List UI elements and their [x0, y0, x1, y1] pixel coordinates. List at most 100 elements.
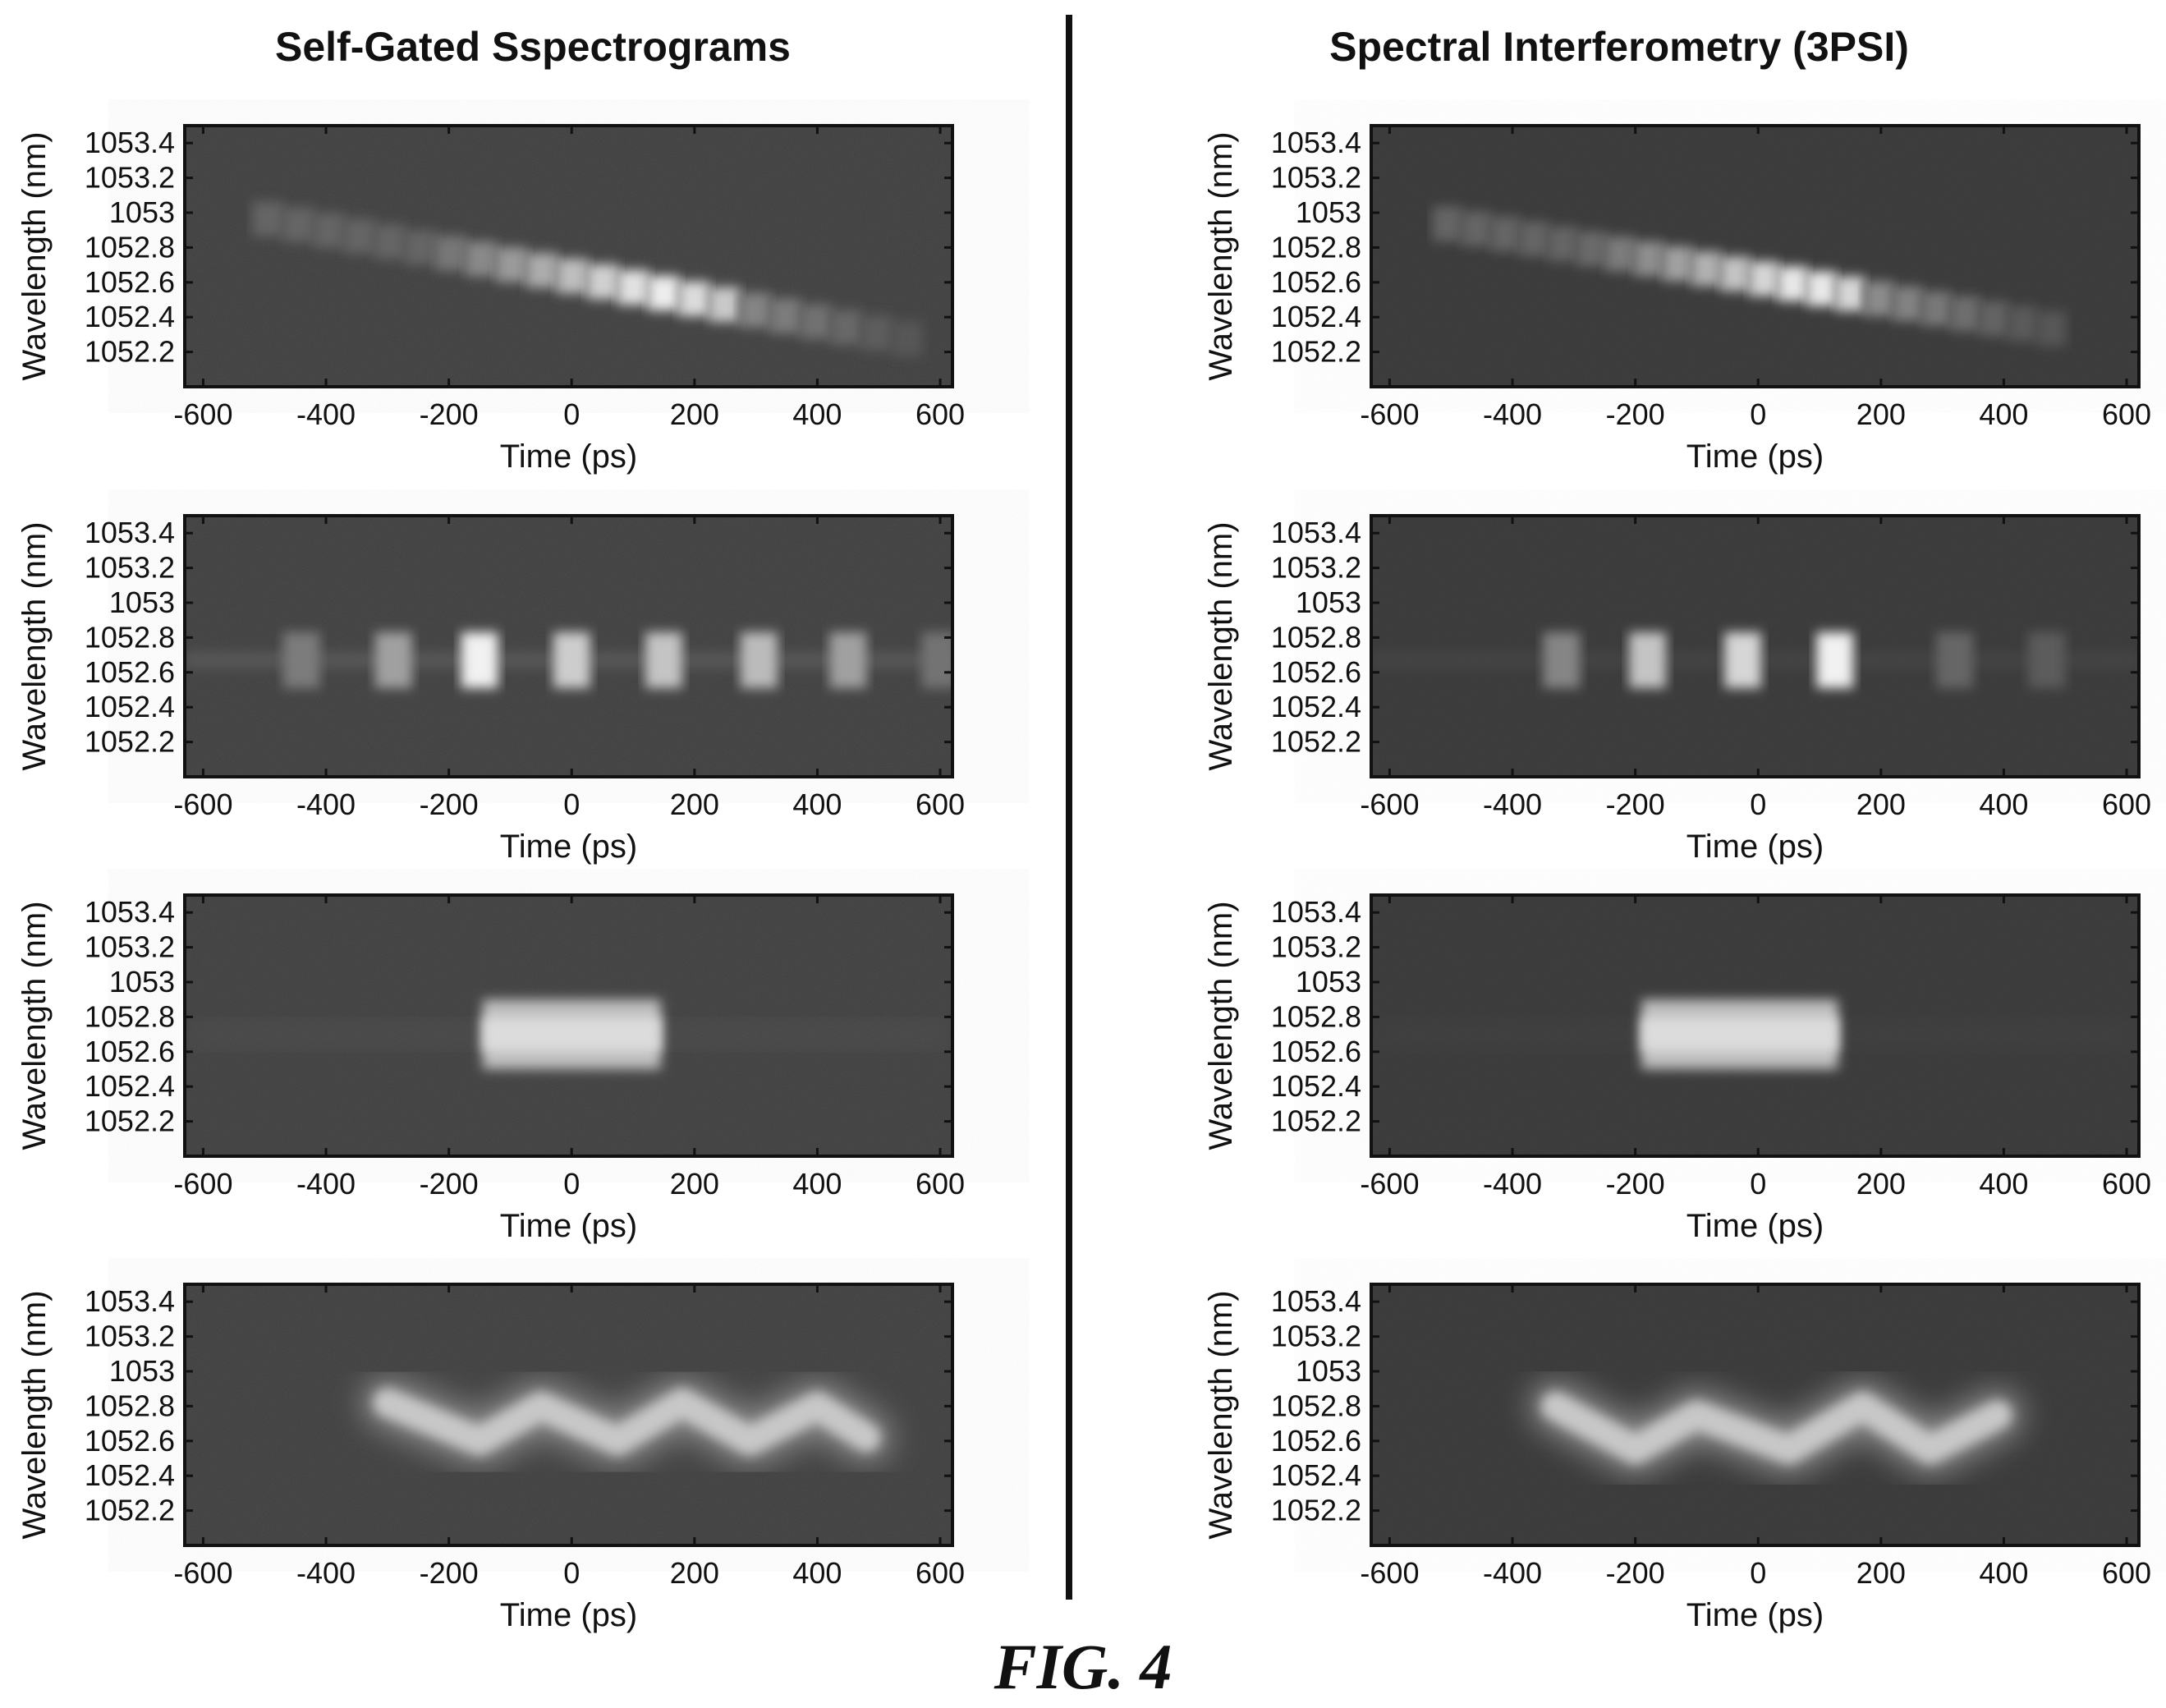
spectral-interferometry-row4-ytick-label: 1053.4	[1271, 1284, 1361, 1318]
self-gated-row4-ytick-label: 1053.4	[85, 1284, 175, 1318]
self-gated-row1-frame	[183, 124, 954, 388]
spectral-interferometry-row1-xtick-label: -200	[1606, 397, 1665, 431]
self-gated-row1-trace-segment	[617, 269, 649, 305]
spectral-interferometry-row1-ytick-label: 1053.4	[1271, 126, 1361, 159]
spectral-interferometry-row4-ytick-label: 1052.4	[1271, 1458, 1361, 1492]
spectral-interferometry-row3-ytick-label: 1053.2	[1271, 930, 1361, 964]
self-gated-row2-xtick-label: -200	[420, 787, 479, 821]
self-gated-row1-trace-segment	[313, 213, 345, 248]
spectral-interferometry-row1-noise	[1371, 126, 2139, 387]
self-gated-row4-xtick-label: -200	[420, 1556, 479, 1590]
spectral-interferometry-row2-frame	[1370, 514, 2141, 778]
self-gated-row1-noise	[185, 126, 952, 387]
self-gated-row2-pulse	[645, 632, 682, 688]
self-gated-row2-pulse	[461, 632, 498, 688]
self-gated-row1-trace-segment	[648, 275, 680, 311]
self-gated-row2-chart: -600 -400 -200 0 200 400 6001053.41053.2105310…	[16, 514, 965, 865]
spectral-interferometry-row2-pulse	[1936, 632, 1974, 688]
spectral-interferometry-row4-xtick-label: 200	[1856, 1556, 1906, 1590]
spectral-interferometry-row1-trace-segment	[1749, 261, 1779, 296]
spectral-interferometry-row1-ytick-label: 1053.2	[1271, 161, 1361, 195]
self-gated-row2-xtick-label: 0	[563, 787, 580, 821]
spectral-interferometry-row1-ytick-label: 1052.4	[1271, 300, 1361, 333]
self-gated-row4-xtick-label: -400	[296, 1556, 356, 1590]
self-gated-row2-ytick-label: 1052.2	[85, 725, 175, 759]
self-gated-row2-ytick-label: 1052.4	[85, 690, 175, 723]
self-gated-row2-ytick-label: 1052.6	[85, 655, 175, 689]
spectral-interferometry-row1-trace-segment	[1950, 296, 1980, 332]
spectral-interferometry-row3-ytick-label: 1052.2	[1271, 1104, 1361, 1138]
spectral-interferometry-row2-ytick-label: 1052.4	[1271, 690, 1361, 723]
self-gated-row1-trace-segment	[495, 247, 527, 282]
spectral-interferometry-row2-pulse	[1629, 632, 1667, 688]
spectral-interferometry-row4-ylabel: Wavelength (nm)	[1203, 1290, 1239, 1539]
self-gated-row4-xtick-label: 400	[792, 1556, 842, 1590]
spectral-interferometry-row2-pulse	[1543, 632, 1581, 688]
self-gated-row2-pulse	[921, 632, 952, 688]
spectral-interferometry-row2-ytick-label: 1052.6	[1271, 655, 1361, 689]
spectral-interferometry-row1-trace-segment	[1806, 271, 1837, 306]
spectral-interferometry-row2-xlabel: Time (ps)	[1686, 829, 1824, 865]
self-gated-row3-pulse-core	[482, 1017, 661, 1052]
self-gated-row1-trace-segment	[252, 201, 284, 236]
spectral-interferometry-row1-trace-segment	[1604, 236, 1635, 272]
spectral-interferometry-row2-ytick-label: 1053	[1296, 585, 1361, 619]
left-column-title: Self-Gated Sspectrograms	[275, 24, 791, 70]
spectral-interferometry-row4-ytick-label: 1053	[1296, 1354, 1361, 1388]
self-gated-row1-trace-segment	[739, 292, 771, 328]
spectral-interferometry-row3-xtick-label: -400	[1483, 1167, 1542, 1201]
spectral-interferometry-row1-trace-segment	[1835, 276, 1865, 311]
spectral-interferometry-row2-pulse	[2028, 632, 2066, 688]
spectral-interferometry-row2-xtick-label: -600	[1360, 787, 1419, 821]
self-gated-row4-trace	[373, 1389, 881, 1455]
self-gated-row2-xtick-label: 400	[792, 787, 842, 821]
spectral-interferometry-row1-xtick-label: -600	[1360, 397, 1419, 431]
self-gated-row4-ytick-label: 1052.8	[85, 1389, 175, 1422]
self-gated-row4-ytick-label: 1052.6	[85, 1424, 175, 1458]
spectral-interferometry-row1-trace-segment	[1518, 221, 1549, 257]
spectral-interferometry-row4-xtick-label: 0	[1750, 1556, 1766, 1590]
self-gated-row1-xtick-label: -600	[173, 397, 232, 431]
spectral-interferometry-row2-ytick-label: 1053.2	[1271, 551, 1361, 585]
self-gated-row1-trace-segment	[525, 252, 558, 288]
spectral-interferometry-row3-xtick-label: -600	[1360, 1167, 1419, 1201]
spectral-interferometry-row3-xtick-label: 600	[2102, 1167, 2151, 1201]
spectral-interferometry-row4-xtick-label: -400	[1483, 1556, 1542, 1590]
self-gated-row2-ytick-label: 1052.8	[85, 620, 175, 654]
self-gated-row1-ytick-label: 1053.2	[85, 161, 175, 195]
spectral-interferometry-row1-trace-segment	[1778, 266, 1808, 301]
self-gated-row3-xlabel: Time (ps)	[500, 1208, 637, 1244]
spectral-interferometry-row3-ytick-label: 1053	[1296, 965, 1361, 999]
right-column-title: Spectral Interferometry (3PSI)	[1329, 24, 1909, 70]
spectral-interferometry-row1-trace-segment	[1547, 226, 1577, 262]
spectral-interferometry-row2-xtick-label: -400	[1483, 787, 1542, 821]
spectral-interferometry-row3-ytick-label: 1052.4	[1271, 1069, 1361, 1103]
self-gated-row1-trace-segment	[374, 224, 406, 259]
spectral-interferometry-row1-xtick-label: -400	[1483, 397, 1542, 431]
self-gated-row3-ytick-label: 1052.8	[85, 999, 175, 1033]
self-gated-row3-ytick-label: 1053	[109, 965, 175, 999]
spectral-interferometry-row3-xtick-label: 200	[1856, 1167, 1906, 1201]
self-gated-row1-ytick-label: 1052.8	[85, 230, 175, 264]
spectral-interferometry-row4-ytick-label: 1052.6	[1271, 1424, 1361, 1458]
self-gated-row4-xlabel: Time (ps)	[500, 1597, 637, 1633]
self-gated-row2-pulse	[553, 632, 590, 688]
spectral-interferometry-row1-ytick-label: 1052.2	[1271, 335, 1361, 369]
self-gated-row4-ytick-label: 1052.2	[85, 1494, 175, 1527]
self-gated-row2-xtick-label: -600	[173, 787, 232, 821]
self-gated-row1-xtick-label: 600	[916, 397, 965, 431]
self-gated-row1-xtick-label: 400	[792, 397, 842, 431]
spectral-interferometry-row3-ytick-label: 1052.8	[1271, 999, 1361, 1033]
self-gated-row1-xtick-label: 0	[563, 397, 580, 431]
self-gated-row3-xtick-label: 400	[792, 1167, 842, 1201]
spectral-interferometry-row2-ytick-label: 1052.2	[1271, 725, 1361, 759]
spectral-interferometry-row1-trace-segment	[1691, 251, 1721, 287]
spectral-interferometry-row1-trace-segment	[1720, 256, 1751, 292]
self-gated-row4-ylabel: Wavelength (nm)	[16, 1290, 53, 1539]
spectral-interferometry-row1-trace-segment	[1864, 281, 1894, 316]
self-gated-row1-trace-segment	[282, 207, 314, 242]
self-gated-row1-trace-segment	[709, 287, 741, 322]
self-gated-row1-ytick-label: 1052.2	[85, 335, 175, 369]
spectral-interferometry-row4-trace	[1541, 1392, 2012, 1464]
spectral-interferometry-row4-ytick-label: 1052.8	[1271, 1389, 1361, 1422]
